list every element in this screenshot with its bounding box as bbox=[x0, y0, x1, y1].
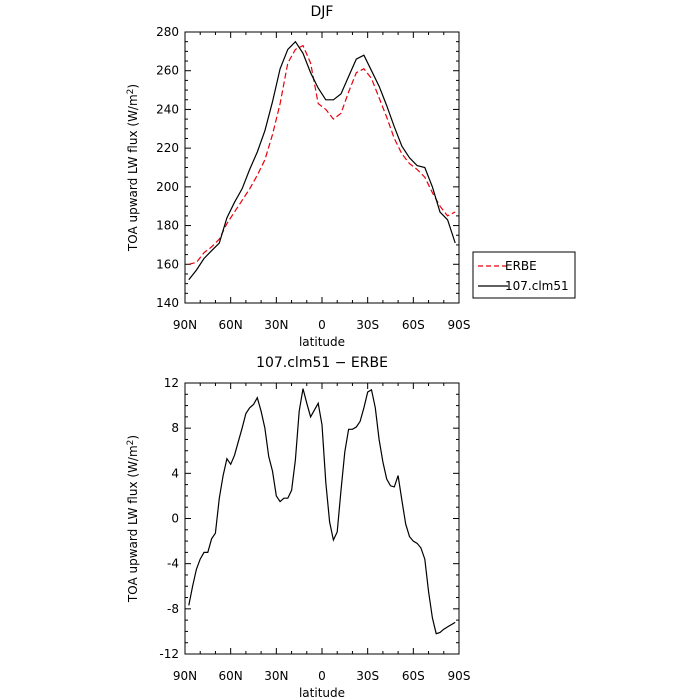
panel-top: DJF latitude TOA upward LW flux (W/m2) 1… bbox=[126, 4, 470, 349]
x-tick-label: 30S bbox=[356, 669, 379, 683]
plot-frame bbox=[184, 31, 460, 304]
x-tick-label: 60N bbox=[219, 669, 243, 683]
y-tick-label: 4 bbox=[171, 466, 179, 480]
y-axis-label-sup: 2 bbox=[126, 89, 136, 95]
y-tick-label: -4 bbox=[167, 557, 179, 571]
legend-label: ERBE bbox=[505, 259, 537, 273]
y-axis-label-close: ) bbox=[126, 84, 140, 89]
x-tick-label: 90S bbox=[448, 318, 471, 332]
chart-title: 107.clm51 − ERBE bbox=[256, 355, 388, 371]
y-axis-label-text: TOA upward LW flux (W/m bbox=[126, 445, 140, 603]
y-tick-label: 180 bbox=[156, 219, 179, 233]
y-tick-label: 12 bbox=[164, 376, 179, 390]
y-axis-label: TOA upward LW flux (W/m2) bbox=[126, 84, 140, 252]
x-tick-label: 60S bbox=[402, 669, 425, 683]
y-axis-label-sup: 2 bbox=[126, 440, 136, 446]
x-tick-label: 90N bbox=[173, 318, 197, 332]
y-tick-label: 240 bbox=[156, 102, 179, 116]
x-axis-label: latitude bbox=[299, 335, 345, 349]
y-tick-label: 140 bbox=[156, 296, 179, 310]
chart-title: DJF bbox=[311, 4, 334, 20]
series-line-0 bbox=[188, 388, 456, 635]
panel-bottom: 107.clm51 − ERBE latitude TOA upward LW … bbox=[126, 355, 470, 700]
legend-box bbox=[472, 251, 576, 299]
x-tick-label: 90S bbox=[448, 669, 471, 683]
y-axis-label-text: TOA upward LW flux (W/m bbox=[126, 94, 140, 252]
x-tick-label: 60N bbox=[219, 318, 243, 332]
x-tick-label: 30N bbox=[264, 669, 288, 683]
y-tick-label: -8 bbox=[167, 602, 179, 616]
x-tick-label: 0 bbox=[318, 318, 326, 332]
y-tick-label: 260 bbox=[156, 64, 179, 78]
y-tick-label: 8 bbox=[171, 421, 179, 435]
y-tick-label: 280 bbox=[156, 25, 179, 39]
series-line-erbe bbox=[188, 44, 456, 265]
x-axis-label: latitude bbox=[299, 686, 345, 700]
y-tick-label: 220 bbox=[156, 141, 179, 155]
y-tick-label: -12 bbox=[159, 647, 179, 661]
series-line-107-clm51 bbox=[188, 40, 456, 281]
x-tick-label: 60S bbox=[402, 318, 425, 332]
y-tick-label: 200 bbox=[156, 180, 179, 194]
y-tick-label: 0 bbox=[171, 512, 179, 526]
y-tick-label: 160 bbox=[156, 257, 179, 271]
y-axis-label: TOA upward LW flux (W/m2) bbox=[126, 435, 140, 603]
legend: ERBE 107.clm51 bbox=[472, 251, 576, 299]
x-tick-label: 90N bbox=[173, 669, 197, 683]
x-tick-label: 30S bbox=[356, 318, 379, 332]
x-tick-label: 30N bbox=[264, 318, 288, 332]
y-axis-label-close: ) bbox=[126, 435, 140, 440]
x-tick-label: 0 bbox=[318, 669, 326, 683]
legend-label: 107.clm51 bbox=[505, 279, 569, 293]
